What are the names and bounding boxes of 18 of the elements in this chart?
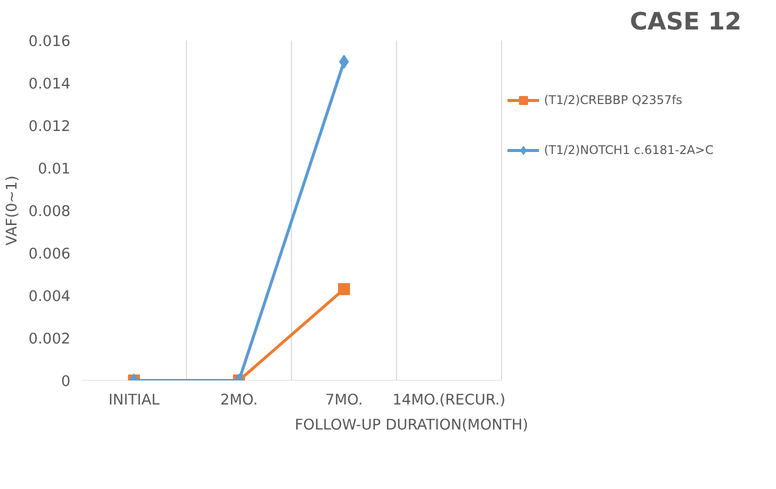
x-tick-label: INITIAL	[108, 392, 160, 408]
y-tick-label: 0.006	[28, 246, 71, 262]
legend-label: (T1/2)NOTCH1 c.6181-2A>C	[544, 143, 714, 157]
y-tick-label: 0	[61, 373, 71, 390]
y-tick-label: 0.016	[28, 33, 71, 50]
y-tick-label: 0.01	[38, 160, 71, 178]
y-tick-label: 0.012	[28, 118, 71, 135]
legend-label: (T1/2)CREBBP Q2357fs	[544, 93, 682, 107]
x-axis-title: FOLLOW-UP DURATION(MONTH)	[294, 416, 528, 434]
y-tick-label: 0.008	[28, 203, 71, 220]
x-tick-label: 2MO.	[220, 392, 258, 408]
text: CASE 12	[630, 8, 742, 36]
x-tick-label: 14MO.(RECUR.)	[392, 392, 506, 408]
y-tick-label: 0.002	[28, 330, 71, 348]
x-tick-label: 7MO.	[325, 392, 363, 408]
y-tick-label: 0.014	[28, 76, 71, 92]
y-axis-title: VAF(0~1)	[4, 176, 21, 246]
y-tick-label: 0.004	[28, 288, 71, 305]
